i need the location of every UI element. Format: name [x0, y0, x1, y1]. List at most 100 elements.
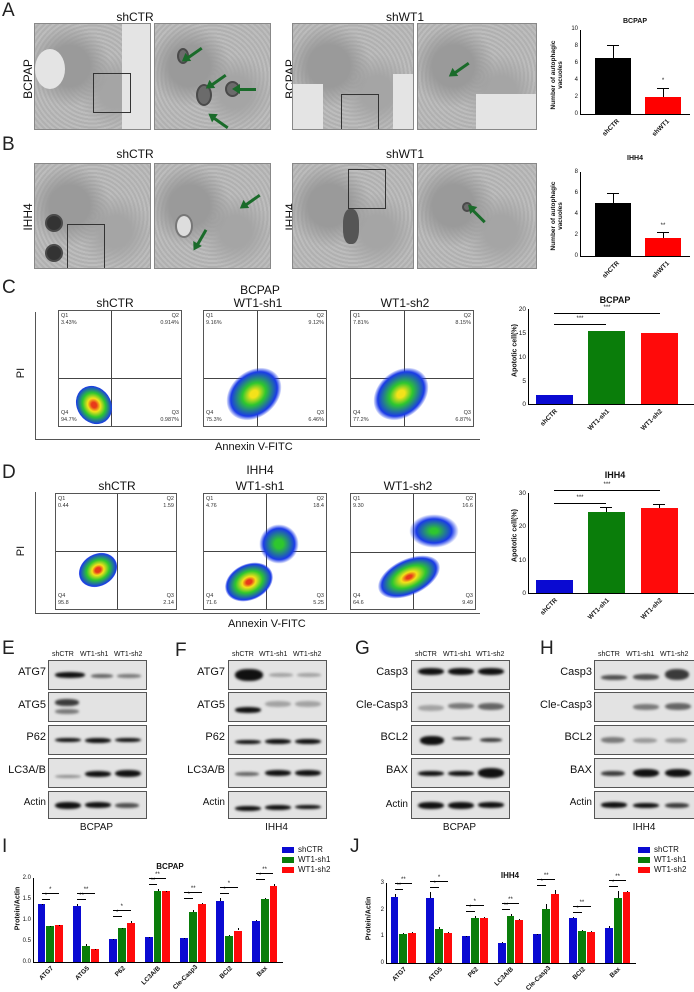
- bar: [470, 917, 479, 963]
- em-image-overview: [34, 23, 151, 130]
- bar: [153, 891, 162, 962]
- bar: [233, 930, 242, 962]
- panel-letter-i: I: [2, 836, 8, 857]
- bar: [578, 931, 586, 963]
- y-axis-label-pi: PI: [15, 367, 28, 379]
- arrow-icon: [232, 84, 256, 94]
- bar: [613, 897, 622, 963]
- em-title-shwt1: shWT1: [385, 10, 424, 24]
- em-title-shctr: shCTR: [116, 147, 154, 161]
- flow-plot-wt1-sh1: Q1 4.76 Q2 18.4 Q3 5.25 Q4 71.6: [203, 493, 327, 610]
- bar: [189, 912, 198, 962]
- bar: [435, 929, 443, 963]
- legend-swatch-wt1-sh2: [282, 867, 294, 873]
- em-image-zoom: [154, 163, 271, 269]
- bar: [251, 921, 260, 962]
- em-image-zoom: [154, 23, 271, 130]
- bar: [569, 917, 577, 963]
- panel-letter-e: E: [2, 638, 15, 659]
- chart-i-bars: * * ** ** * * ** ** * ** * * * **: [34, 867, 284, 962]
- chart-j-bars: ** ** * * * * ** ** * ** * ** * **: [387, 873, 637, 963]
- y-axis-label: Protein/Actin: [14, 886, 22, 931]
- bar: [73, 906, 82, 962]
- chart-j-xlabels: ATG7 ATG5 P62 LC3A/B Cle-Casp3 BCl2 Bax: [391, 964, 623, 992]
- bar: [399, 934, 408, 963]
- panel-letter-f: F: [175, 640, 187, 661]
- bar: [180, 938, 189, 962]
- panel-letter-j: J: [350, 836, 360, 857]
- legend-swatch-wt1-sh1: [282, 857, 294, 863]
- bar-shctr: [536, 580, 573, 593]
- bar: [515, 919, 524, 963]
- bar: [586, 931, 595, 963]
- flow-plot-wt1-sh2: Q1 7.81% Q2 8.15% Q3 6.87% Q4 77.2%: [350, 310, 474, 427]
- flow-group-title: IHH4: [246, 463, 274, 477]
- blot-row: [48, 725, 147, 755]
- bar: [109, 939, 117, 962]
- em-image-zoom: [417, 163, 537, 269]
- blot-row: [48, 791, 147, 819]
- bar: [37, 904, 46, 962]
- bar: [622, 892, 631, 963]
- chart-title: BCPAP: [156, 862, 184, 871]
- blot-row: [228, 791, 327, 819]
- panel-letter-g: G: [355, 638, 370, 659]
- flow-plot-title: WT1-sh1: [233, 296, 283, 310]
- chart-a-autophagic-vacuoles: BCPAP Number of autophagic vacuoles 10 8…: [540, 18, 694, 138]
- bar: [46, 926, 55, 962]
- bar: [542, 908, 551, 963]
- blot-row: [594, 692, 694, 722]
- bar: [506, 915, 515, 963]
- y-axis-label: Number of autophagic vacuoles: [550, 40, 564, 110]
- bar: [408, 932, 417, 963]
- bar: [55, 925, 64, 962]
- legend-swatch-wt1-sh2: [638, 867, 650, 873]
- panel-letter-h: H: [540, 638, 554, 659]
- chart-title: IHH4: [500, 871, 520, 880]
- blot-row: [48, 692, 147, 722]
- blot-row: [411, 725, 510, 755]
- legend-swatch-shctr: [282, 847, 294, 853]
- bar: [117, 928, 126, 962]
- blot-row: [594, 758, 694, 788]
- flow-plot-title: WT1-sh2: [383, 479, 433, 493]
- legend-swatch-wt1-sh1: [638, 857, 650, 863]
- bar-wt1-sh1: [588, 331, 625, 404]
- panel-letter-b: B: [2, 134, 15, 155]
- em-title-shctr: shCTR: [116, 10, 154, 24]
- flow-group-title: BCPAP: [240, 283, 280, 297]
- bar: [126, 922, 135, 962]
- x-axis-label-annexin: Annexin V-FITC: [215, 441, 293, 453]
- chart-b-autophagic-vacuoles: IHH4 Number of autophagic vacuoles 8 6 4…: [540, 155, 694, 280]
- blot-row: [228, 725, 327, 755]
- x-axis-label-annexin: Annexin V-FITC: [228, 618, 306, 630]
- chart-i-xlabels: ATG7 ATG5 P62 LC3A/B Cle-Casp3 BCl2 Bax: [38, 963, 270, 992]
- chart-d-apoptotic-cells: IHH4 Apototic cell(%) 30 20 10 0 *** ***…: [500, 470, 694, 621]
- panel-letter-c: C: [2, 277, 16, 298]
- bar: [82, 946, 90, 962]
- flow-plot-shctr: Q1 3.43% Q2 0.914% Q3 0.987% Q4 94.7%: [58, 310, 182, 427]
- blot-row: [411, 660, 510, 690]
- chart-c-apoptotic-cells: BCPAP Apototic cell(%) 20 15 10 5 0 *** …: [500, 295, 694, 445]
- row-label-bcpap: BCPAP: [21, 59, 35, 99]
- bar-wt1-sh2: [641, 333, 678, 404]
- blot-row: [228, 660, 327, 690]
- em-title-shwt1: shWT1: [385, 147, 424, 161]
- y-axis-label: Protein/Actin: [365, 896, 373, 941]
- em-image-zoom: [417, 23, 537, 130]
- flow-plot-shctr: Q1 0.44 Q2 1.59 Q3 2.14 Q4 95.8: [55, 493, 177, 610]
- bar-shctr: [536, 395, 573, 404]
- blot-row: [411, 791, 510, 819]
- em-image-overview: [292, 163, 414, 269]
- blot-row: [594, 660, 694, 690]
- bar: [462, 936, 470, 963]
- bar: [426, 898, 435, 963]
- flow-plot-wt1-sh1: Q1 9.16% Q2 9.12% Q3 6.46% Q4 75.3%: [203, 310, 327, 427]
- blot-row: [228, 758, 327, 788]
- bar: [497, 943, 506, 963]
- bar: [444, 933, 452, 963]
- blot-row: [594, 791, 694, 819]
- bar: [604, 928, 613, 963]
- y-axis-label: Number of autophagic vacuoles: [550, 181, 564, 251]
- bar: [479, 918, 488, 963]
